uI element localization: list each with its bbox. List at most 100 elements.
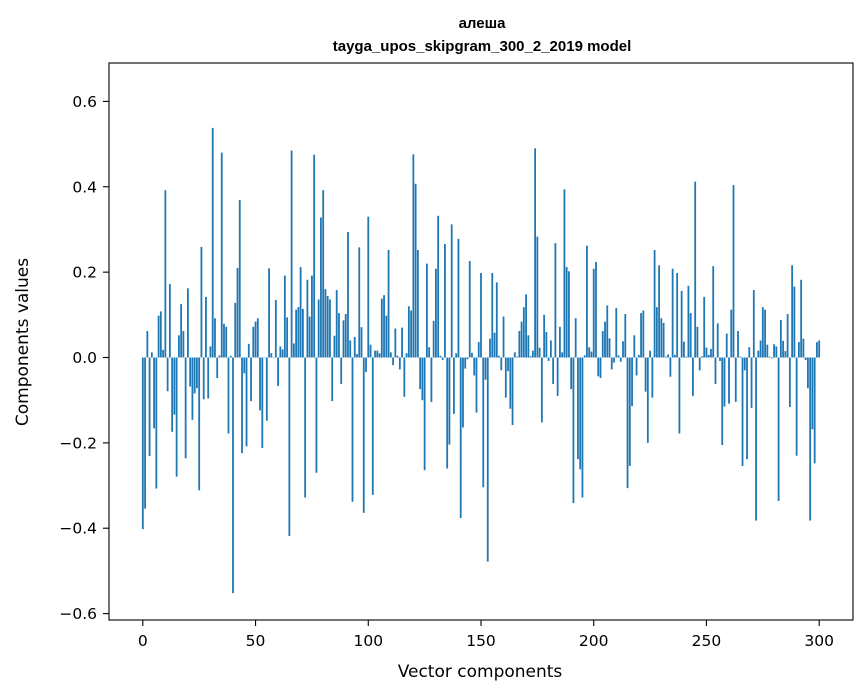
bar: [220, 152, 223, 358]
bar: [446, 357, 449, 469]
bar: [159, 311, 162, 358]
bar: [493, 332, 496, 358]
bar: [784, 351, 787, 358]
bar: [378, 353, 381, 358]
bar: [712, 266, 715, 358]
bar: [365, 357, 367, 373]
bar: [448, 357, 451, 445]
bar: [223, 323, 225, 358]
bar: [813, 357, 816, 464]
bar: [482, 357, 485, 488]
bar: [579, 357, 582, 470]
bar: [662, 322, 665, 358]
x-tick-label: 0: [138, 632, 148, 650]
bar: [254, 321, 257, 358]
bar: [818, 340, 821, 358]
chart-title: алеша: [459, 15, 507, 32]
bar: [610, 357, 613, 370]
bar: [601, 331, 604, 358]
bar: [667, 354, 670, 358]
bar: [457, 238, 460, 358]
bar: [622, 341, 624, 358]
bar: [775, 346, 778, 358]
bar: [331, 357, 334, 402]
bar: [261, 357, 264, 448]
bar: [491, 273, 494, 358]
bar: [644, 357, 647, 392]
bar: [155, 357, 158, 489]
bar: [755, 357, 757, 521]
bar: [743, 357, 746, 371]
bar: [279, 346, 282, 358]
bar: [389, 352, 392, 358]
bar: [301, 308, 304, 358]
bar: [401, 327, 403, 358]
bar: [198, 357, 201, 491]
bar: [311, 275, 313, 358]
bar: [387, 249, 390, 358]
bar: [256, 318, 259, 358]
bar: [592, 268, 595, 358]
bar: [290, 150, 293, 358]
bar: [719, 357, 721, 361]
bar: [232, 357, 234, 594]
bar: [320, 217, 322, 358]
bar: [721, 357, 724, 446]
bar: [326, 296, 329, 358]
bar: [563, 189, 566, 358]
bar: [766, 344, 769, 358]
bar: [453, 357, 455, 414]
bar: [764, 309, 766, 358]
bar: [439, 355, 442, 358]
bar: [437, 215, 440, 358]
bar: [588, 347, 591, 358]
bar: [504, 357, 507, 398]
x-tick-label: 300: [804, 632, 834, 650]
bar: [779, 319, 782, 358]
bar: [270, 353, 273, 358]
bar: [617, 355, 620, 358]
bar: [274, 299, 277, 358]
bar: [816, 342, 818, 358]
bar: [252, 326, 255, 358]
bar: [462, 357, 464, 428]
bar: [473, 357, 476, 376]
bar: [207, 357, 210, 399]
bar: [586, 245, 588, 358]
plot-frame: [108, 62, 854, 621]
bar: [423, 357, 426, 471]
bar: [552, 357, 555, 384]
bar: [358, 247, 361, 358]
bar: [795, 357, 798, 456]
bar: [748, 347, 751, 358]
bar: [288, 357, 291, 536]
bar: [247, 343, 250, 358]
bar: [444, 243, 446, 358]
bar: [509, 357, 512, 409]
bar: [216, 357, 219, 378]
bar: [369, 344, 372, 358]
bar: [214, 318, 216, 358]
bar: [678, 357, 681, 434]
bar: [383, 295, 385, 358]
y-axis-ticks: −0.6 −0.4 −0.2 0.0 0.2 0.4 0.6: [59, 93, 109, 623]
bar: [286, 317, 289, 358]
bar: [660, 318, 663, 358]
bar: [741, 357, 744, 466]
bar: [353, 337, 356, 358]
bar: [556, 357, 559, 396]
bar: [441, 357, 444, 361]
bar: [477, 342, 480, 358]
bar: [202, 357, 205, 400]
bar: [173, 357, 176, 415]
bar: [802, 338, 805, 358]
x-tick-label: 150: [466, 632, 496, 650]
bar: [608, 338, 611, 358]
bar: [513, 352, 516, 358]
y-axis-label: Components values: [13, 258, 33, 426]
bar: [658, 265, 661, 358]
bar: [306, 279, 309, 358]
bar: [574, 318, 577, 358]
bar: [633, 335, 636, 358]
bar: [313, 154, 316, 358]
